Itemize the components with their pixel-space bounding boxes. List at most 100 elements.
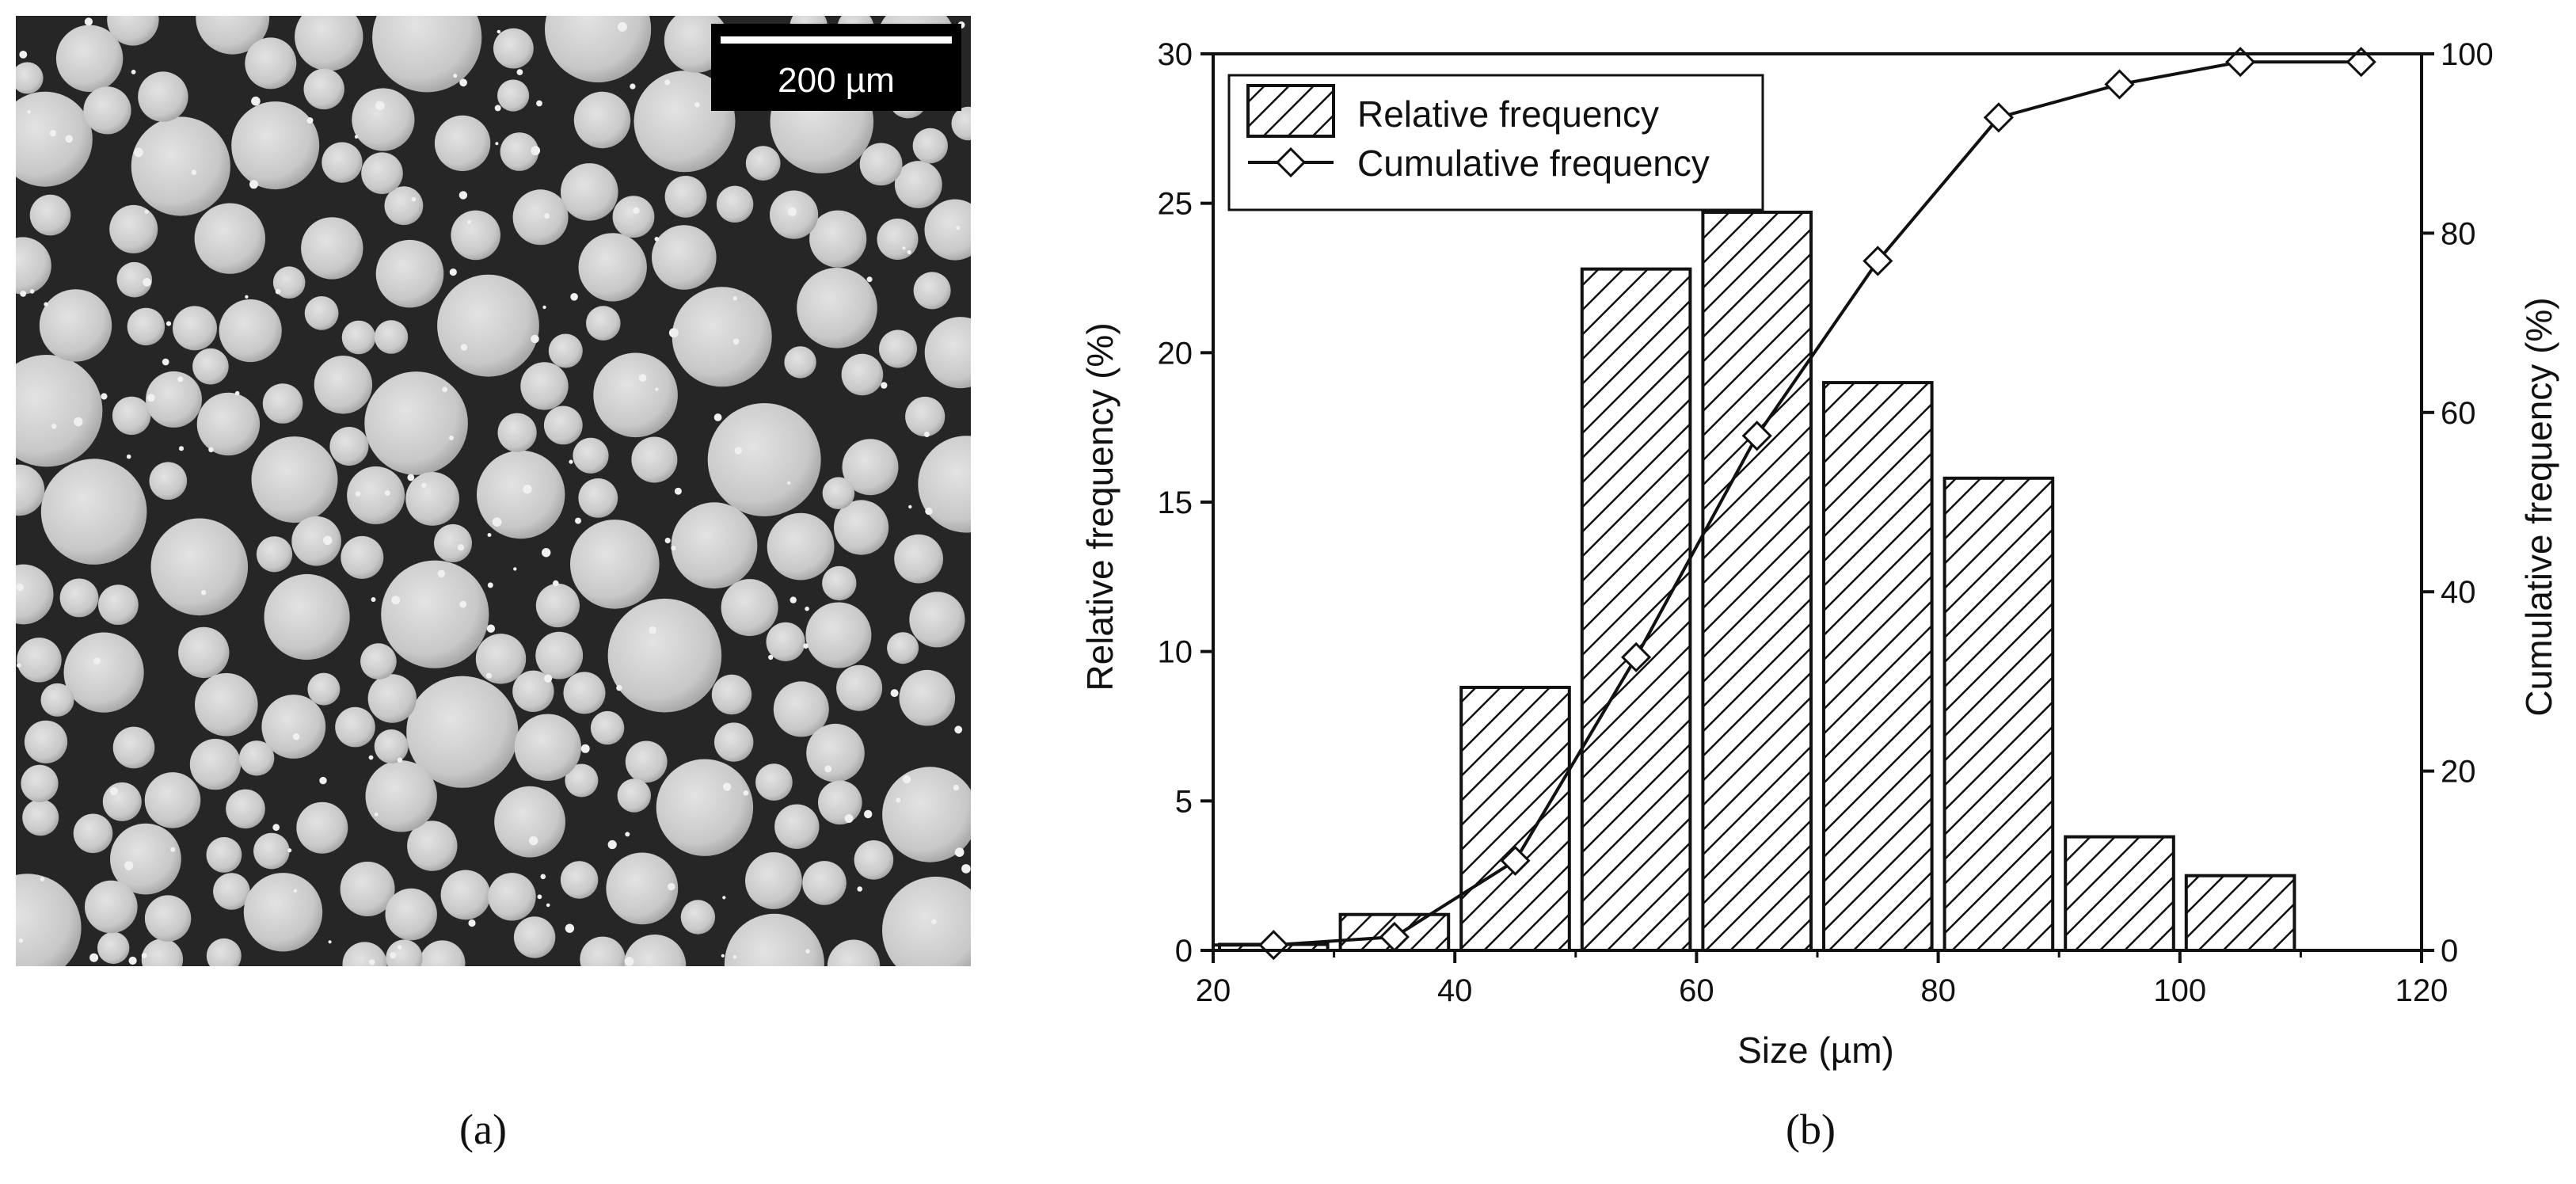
cumulative-marker-35 bbox=[1379, 921, 1410, 953]
powder-particle bbox=[905, 396, 946, 437]
powder-particle bbox=[451, 210, 500, 261]
powder-particle bbox=[341, 320, 376, 355]
satellite-particle bbox=[931, 919, 937, 924]
satellite-particle bbox=[668, 882, 675, 891]
powder-particle bbox=[307, 672, 341, 706]
powder-particle bbox=[951, 106, 971, 141]
powder-particle bbox=[909, 592, 965, 648]
powder-particle bbox=[251, 436, 338, 523]
satellite-particle bbox=[384, 490, 390, 496]
powder-particles bbox=[16, 16, 971, 966]
powder-particle bbox=[112, 726, 155, 769]
satellite-particle bbox=[607, 839, 617, 850]
satellite-particle bbox=[354, 135, 359, 139]
satellite-particle bbox=[468, 919, 476, 927]
satellite-particle bbox=[16, 583, 24, 592]
powder-particle bbox=[766, 622, 805, 661]
powder-particle bbox=[913, 272, 951, 310]
satellite-particle bbox=[857, 886, 862, 892]
powder-particle bbox=[352, 88, 415, 151]
satellite-particle bbox=[890, 689, 899, 698]
satellite-particle bbox=[143, 277, 152, 287]
satellite-particle bbox=[84, 17, 93, 26]
powder-particle bbox=[405, 472, 459, 526]
satellite-particle bbox=[485, 672, 493, 679]
satellite-particle bbox=[580, 744, 590, 753]
satellite-particle bbox=[881, 382, 888, 389]
powder-particle bbox=[680, 900, 716, 935]
satellite-particle bbox=[134, 147, 143, 158]
powder-particle bbox=[755, 763, 793, 801]
satellite-particle bbox=[89, 953, 99, 962]
satellite-particle bbox=[177, 376, 184, 383]
satellite-particle bbox=[51, 424, 57, 429]
powder-particle bbox=[144, 895, 192, 942]
powder-particle bbox=[245, 37, 297, 89]
y-tick-label-5: 5 bbox=[1175, 784, 1193, 819]
satellite-particle bbox=[713, 413, 722, 421]
satellite-particle bbox=[460, 344, 468, 351]
satellite-particle bbox=[513, 567, 517, 571]
satellite-particle bbox=[722, 896, 726, 900]
powder-particle bbox=[493, 28, 534, 69]
satellite-particle bbox=[722, 782, 732, 791]
powder-particle bbox=[16, 874, 82, 966]
satellite-particle bbox=[954, 847, 965, 857]
powder-particle bbox=[253, 832, 290, 870]
powder-particle bbox=[560, 861, 599, 899]
satellite-particle bbox=[664, 79, 671, 86]
cumulative-frequency-markers bbox=[1258, 47, 2376, 961]
satellite-particle bbox=[437, 569, 446, 578]
powder-particle bbox=[924, 199, 971, 261]
satellite-particle bbox=[616, 684, 622, 691]
satellite-particle bbox=[411, 196, 417, 202]
satellite-particle bbox=[617, 21, 627, 32]
satellite-particle bbox=[170, 847, 176, 852]
powder-particle bbox=[606, 852, 679, 925]
satellite-particle bbox=[124, 861, 134, 870]
satellite-particle bbox=[19, 51, 28, 59]
powder-particle bbox=[882, 767, 971, 862]
satellite-particle bbox=[18, 938, 24, 943]
powder-particle bbox=[16, 62, 44, 94]
powder-particle bbox=[578, 233, 647, 302]
powder-particle bbox=[924, 317, 971, 389]
satellite-particle bbox=[191, 169, 197, 175]
powder-particle bbox=[497, 79, 530, 112]
y2-tick-label-60: 60 bbox=[2441, 396, 2476, 431]
satellite-particle bbox=[487, 533, 492, 537]
powder-particle bbox=[22, 799, 59, 836]
satellite-particle bbox=[397, 945, 402, 950]
powder-particle bbox=[256, 536, 293, 573]
powder-particle bbox=[841, 353, 884, 396]
powder-particle bbox=[138, 71, 188, 122]
satellite-particle bbox=[544, 213, 550, 219]
sem-micrograph: 200 µm bbox=[16, 16, 971, 966]
powder-particle bbox=[879, 329, 917, 368]
powder-particle bbox=[500, 132, 539, 171]
powder-particle bbox=[664, 176, 707, 218]
satellite-particle bbox=[805, 949, 810, 954]
powder-particle bbox=[894, 161, 942, 208]
powder-particle bbox=[374, 320, 409, 354]
x-tick-label-20: 20 bbox=[1196, 973, 1231, 1008]
y2-tick-label-80: 80 bbox=[2441, 216, 2476, 251]
satellite-particle bbox=[805, 606, 809, 611]
powder-particle bbox=[899, 669, 956, 726]
powder-particle bbox=[335, 706, 375, 748]
satellite-particle bbox=[208, 447, 214, 453]
satellite-particle bbox=[245, 295, 249, 299]
satellite-particle bbox=[624, 957, 634, 966]
satellite-particle bbox=[529, 836, 538, 846]
powder-particle bbox=[714, 722, 754, 762]
satellite-particle bbox=[249, 180, 258, 189]
satellite-particle bbox=[328, 940, 332, 944]
satellite-particle bbox=[319, 776, 327, 785]
satellite-particle bbox=[844, 814, 854, 823]
satellite-particle bbox=[459, 600, 466, 608]
satellite-particle bbox=[275, 288, 281, 295]
satellite-particle bbox=[907, 249, 911, 254]
powder-particle bbox=[303, 68, 344, 110]
powder-particle bbox=[656, 759, 754, 856]
satellite-particle bbox=[803, 643, 809, 649]
